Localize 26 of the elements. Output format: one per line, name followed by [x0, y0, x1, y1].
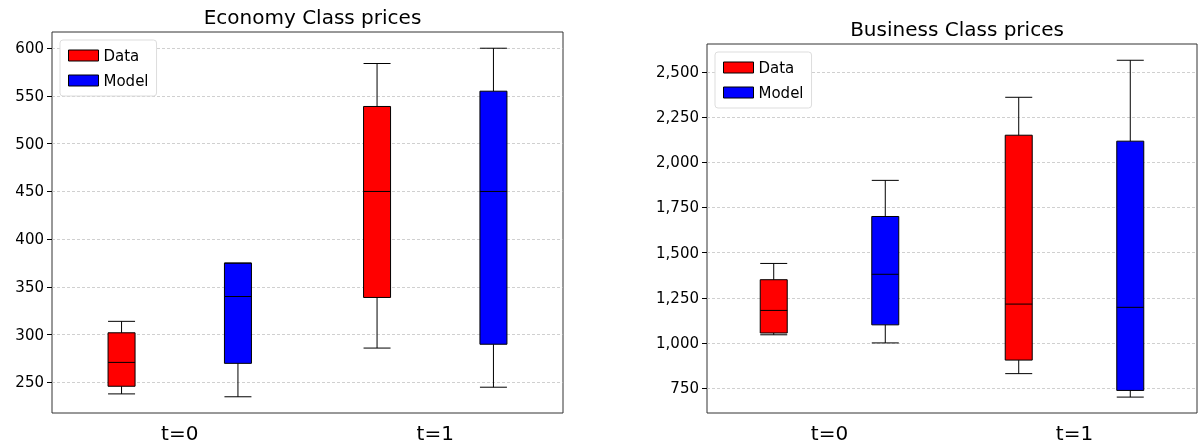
y-tick-label: 350 — [15, 277, 44, 296]
y-tick-label: 2,500 — [656, 63, 699, 81]
x-tick-label: t=0 — [810, 421, 849, 445]
legend-label: Data — [758, 58, 795, 77]
y-tick-label: 400 — [15, 230, 44, 249]
x-tick-label: t=1 — [1055, 421, 1094, 445]
y-tick-label: 250 — [15, 373, 44, 392]
x-tick-label: t=1 — [416, 421, 454, 445]
legend-label: Data — [103, 46, 140, 65]
y-tick-label: 500 — [15, 134, 44, 153]
y-tick-label: 2,000 — [656, 153, 699, 172]
y-tick-label: 750 — [670, 379, 699, 398]
legend-label: Model — [103, 71, 149, 90]
y-tick-label: 1,750 — [656, 198, 699, 217]
y-tick-label: 1,000 — [656, 333, 699, 352]
y-tick-label: 550 — [15, 86, 44, 105]
chart-title: Business Class prices — [850, 17, 1064, 41]
chart-title: Economy Class prices — [203, 5, 422, 29]
y-tick-label: 300 — [15, 325, 44, 344]
legend-label: Model — [758, 83, 804, 102]
y-tick-label: 1,500 — [656, 243, 699, 262]
y-tick-label: 2,250 — [656, 108, 699, 127]
x-tick-label: t=0 — [161, 421, 199, 445]
y-tick-label: 450 — [15, 182, 44, 201]
y-tick-label: 600 — [15, 39, 44, 58]
y-tick-label: 1,250 — [656, 288, 699, 307]
